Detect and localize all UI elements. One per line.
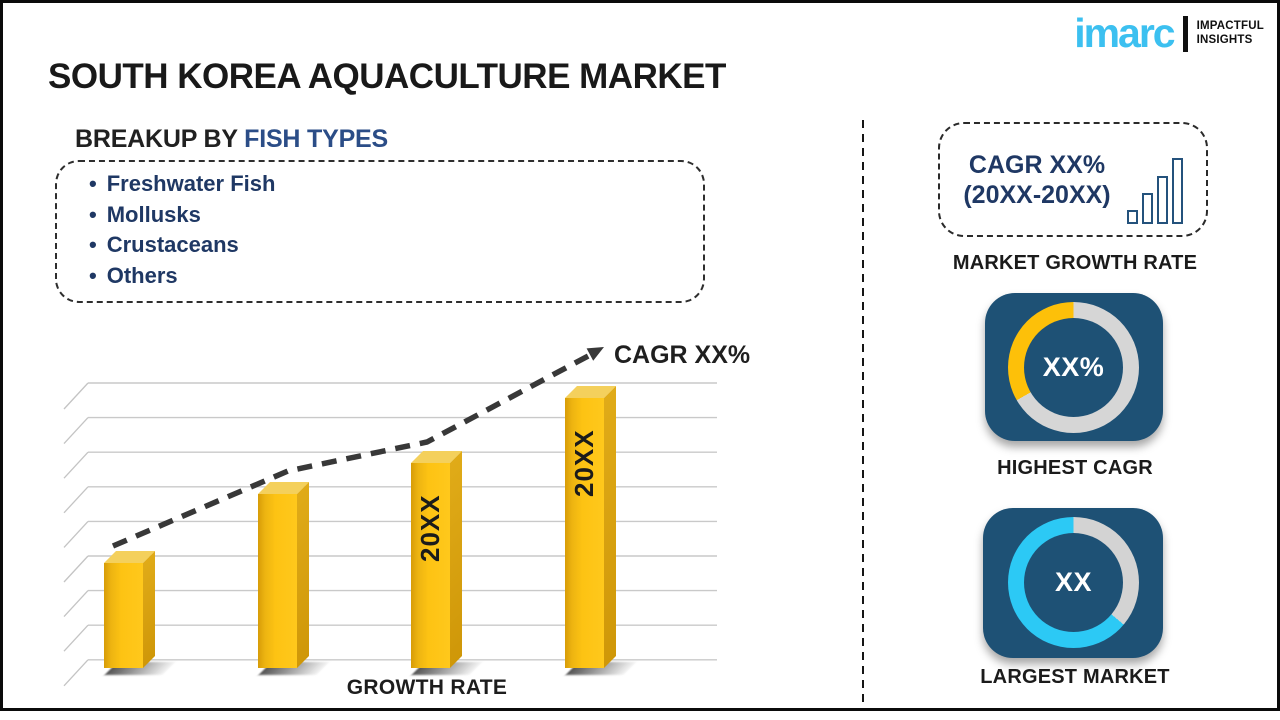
logo-tagline: IMPACTFUL INSIGHTS — [1197, 20, 1264, 47]
fish-type-item: • Mollusks — [89, 201, 201, 227]
logo-tagline-line1: IMPACTFUL — [1196, 19, 1264, 32]
chart-cagr-annotation: CAGR XX% — [614, 341, 751, 369]
growth-icon-bar — [1171, 157, 1183, 224]
chart-bar: 20XX — [411, 463, 450, 668]
growth-bars-icon — [1126, 157, 1183, 224]
logo-divider-bar — [1182, 15, 1188, 52]
growth-icon-bar — [1156, 175, 1168, 224]
growth-icon-bar — [1126, 209, 1138, 224]
cagr-summary-line2: (20XX-20XX) — [963, 180, 1111, 209]
fish-type-item: • Freshwater Fish — [89, 171, 276, 196]
chart-bar: 20XX — [565, 398, 604, 668]
breakup-heading-highlight: FISH TYPES — [244, 125, 389, 153]
growth-rate-chart: 20XX 20XX CAGR XX% GROWTH RATE — [62, 340, 762, 715]
highest-cagr-caption: HIGHEST CAGR — [997, 457, 1153, 479]
logo-tagline-line2: INSIGHTS — [1196, 33, 1253, 46]
largest-market-caption: LARGEST MARKET — [980, 666, 1170, 688]
highest-cagr-value: XX% — [1042, 352, 1105, 382]
largest-market-card: XX — [983, 508, 1163, 658]
breakup-heading-prefix: BREAKUP BY — [75, 125, 245, 153]
breakup-heading: BREAKUP BY FISH TYPES — [75, 125, 388, 154]
cagr-summary-line1: CAGR XX% — [968, 150, 1106, 179]
chart-x-axis-label: GROWTH RATE — [346, 676, 508, 699]
bar-year-label: 20XX — [569, 429, 599, 497]
fish-type-item: • Others — [89, 262, 178, 288]
highest-cagr-card: XX% — [985, 293, 1163, 441]
largest-market-value: XX — [1054, 567, 1093, 597]
page-title: SOUTH KOREA AQUACULTURE MARKET — [48, 57, 726, 96]
fish-type-item: • Crustaceans — [89, 232, 239, 258]
fish-types-box: • Freshwater Fish • Mollusks • Crustaceans • Ot… — [55, 160, 705, 303]
growth-icon-bar — [1141, 192, 1153, 224]
chart-bar — [258, 494, 297, 668]
imarc-logo: imarc IMPACTFUL INSIGHTS — [1074, 13, 1264, 54]
cagr-summary-text: CAGR XX% (20XX-20XX) — [963, 150, 1110, 210]
chart-bar — [104, 563, 143, 668]
largest-market-donut-chart: XX — [1008, 517, 1139, 648]
fish-types-list: • Freshwater Fish • Mollusks • Crustaceans • Ot… — [89, 169, 693, 291]
highest-cagr-donut-chart: XX% — [1008, 302, 1139, 433]
section-divider — [862, 120, 864, 702]
imarc-logo-wordmark: imarc — [1074, 10, 1175, 56]
cagr-summary-box: CAGR XX% (20XX-20XX) — [938, 122, 1208, 237]
bar-year-label: 20XX — [415, 494, 445, 562]
market-growth-rate-caption: MARKET GROWTH RATE — [952, 252, 1198, 274]
